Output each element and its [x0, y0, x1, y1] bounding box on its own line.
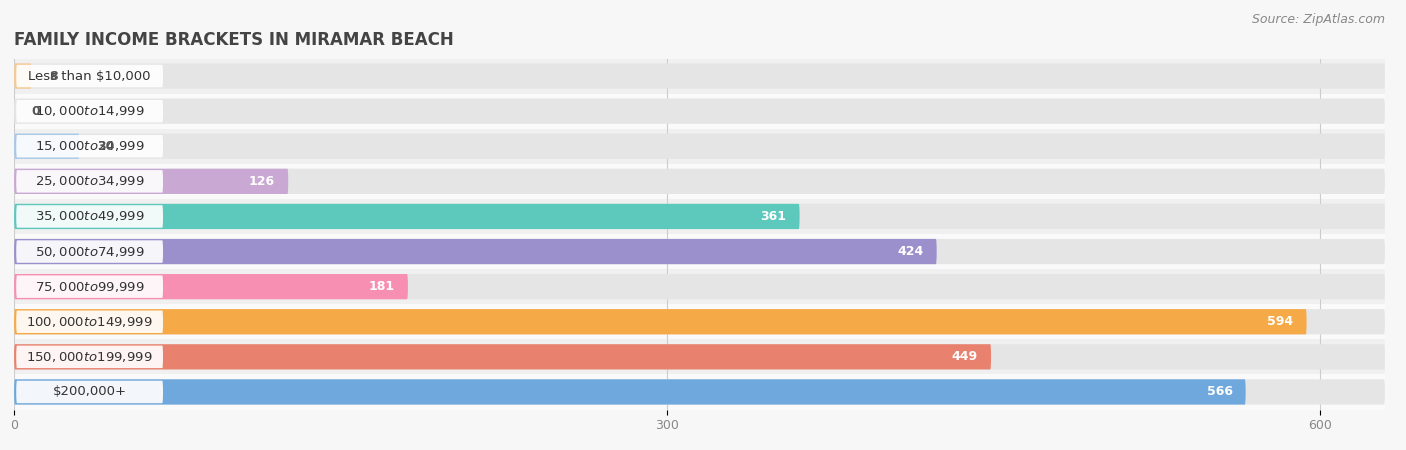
Text: 126: 126 — [249, 175, 276, 188]
Text: Less than $10,000: Less than $10,000 — [28, 70, 150, 82]
FancyBboxPatch shape — [14, 309, 1385, 334]
Text: 449: 449 — [952, 351, 979, 363]
Text: $50,000 to $74,999: $50,000 to $74,999 — [35, 244, 145, 259]
FancyBboxPatch shape — [14, 134, 1385, 159]
Text: 181: 181 — [368, 280, 395, 293]
Text: 594: 594 — [1267, 315, 1294, 328]
Bar — [14, 234, 1385, 269]
Text: 424: 424 — [897, 245, 924, 258]
Text: $35,000 to $49,999: $35,000 to $49,999 — [35, 209, 145, 224]
Text: 566: 566 — [1206, 386, 1233, 398]
FancyBboxPatch shape — [14, 274, 1385, 299]
Text: 30: 30 — [97, 140, 114, 153]
Text: 361: 361 — [761, 210, 786, 223]
FancyBboxPatch shape — [14, 169, 1385, 194]
FancyBboxPatch shape — [14, 274, 408, 299]
FancyBboxPatch shape — [14, 344, 991, 369]
FancyBboxPatch shape — [14, 204, 1385, 229]
Bar — [14, 164, 1385, 199]
Bar — [14, 58, 1385, 94]
FancyBboxPatch shape — [14, 99, 1385, 124]
Text: $15,000 to $24,999: $15,000 to $24,999 — [35, 139, 145, 153]
FancyBboxPatch shape — [17, 381, 163, 403]
FancyBboxPatch shape — [14, 169, 288, 194]
FancyBboxPatch shape — [17, 65, 163, 87]
Text: $100,000 to $149,999: $100,000 to $149,999 — [27, 315, 153, 329]
FancyBboxPatch shape — [14, 379, 1246, 405]
Text: 8: 8 — [49, 70, 58, 82]
FancyBboxPatch shape — [14, 63, 31, 89]
Text: 0: 0 — [31, 105, 41, 117]
Bar — [14, 304, 1385, 339]
Text: FAMILY INCOME BRACKETS IN MIRAMAR BEACH: FAMILY INCOME BRACKETS IN MIRAMAR BEACH — [14, 31, 454, 49]
FancyBboxPatch shape — [14, 63, 1385, 89]
Text: $150,000 to $199,999: $150,000 to $199,999 — [27, 350, 153, 364]
FancyBboxPatch shape — [17, 240, 163, 263]
Bar — [14, 94, 1385, 129]
FancyBboxPatch shape — [17, 135, 163, 158]
Text: $75,000 to $99,999: $75,000 to $99,999 — [35, 279, 145, 294]
Bar — [14, 199, 1385, 234]
FancyBboxPatch shape — [14, 239, 936, 264]
FancyBboxPatch shape — [17, 346, 163, 368]
FancyBboxPatch shape — [17, 205, 163, 228]
FancyBboxPatch shape — [14, 204, 800, 229]
Bar — [14, 129, 1385, 164]
FancyBboxPatch shape — [17, 100, 163, 122]
Bar — [14, 339, 1385, 374]
Bar — [14, 269, 1385, 304]
Bar — [14, 374, 1385, 410]
FancyBboxPatch shape — [17, 275, 163, 298]
FancyBboxPatch shape — [17, 170, 163, 193]
FancyBboxPatch shape — [14, 239, 1385, 264]
Text: $25,000 to $34,999: $25,000 to $34,999 — [35, 174, 145, 189]
Text: Source: ZipAtlas.com: Source: ZipAtlas.com — [1251, 14, 1385, 27]
FancyBboxPatch shape — [14, 134, 79, 159]
FancyBboxPatch shape — [14, 379, 1385, 405]
FancyBboxPatch shape — [14, 344, 1385, 369]
FancyBboxPatch shape — [17, 310, 163, 333]
Text: $10,000 to $14,999: $10,000 to $14,999 — [35, 104, 145, 118]
FancyBboxPatch shape — [14, 309, 1306, 334]
Text: $200,000+: $200,000+ — [52, 386, 127, 398]
